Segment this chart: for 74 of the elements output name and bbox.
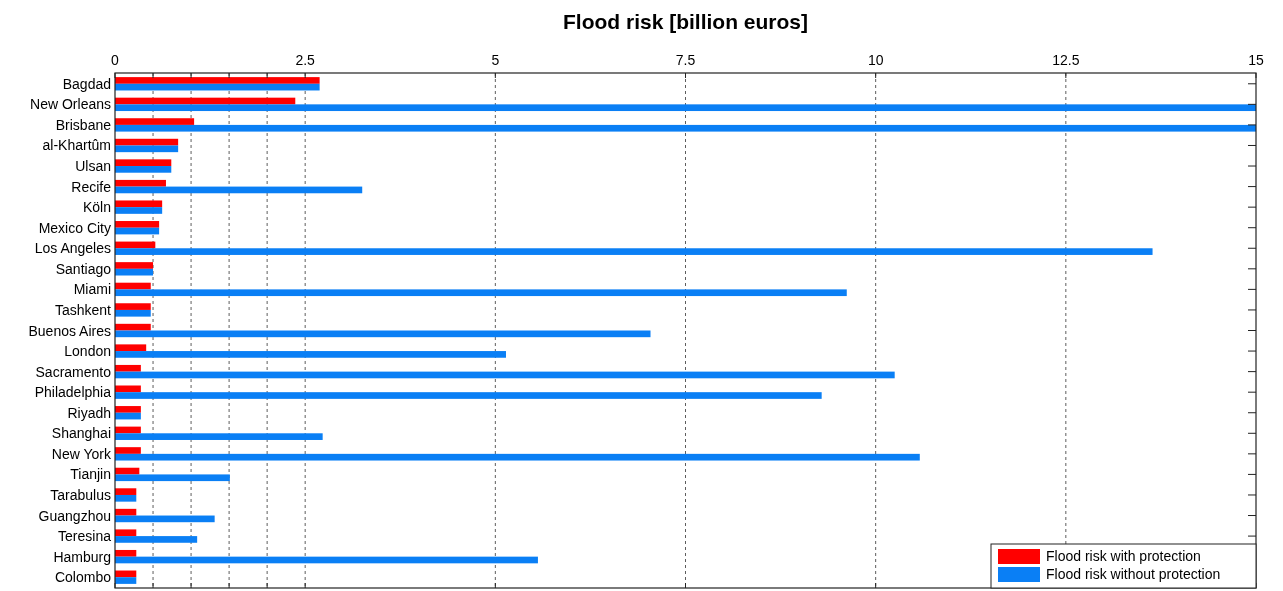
bar	[115, 494, 137, 502]
bar	[115, 145, 179, 153]
y-tick-label: Riyadh	[67, 404, 111, 421]
y-tick-label: Mexico City	[38, 219, 111, 236]
y-tick-label: Shanghai	[51, 425, 111, 442]
y-tick-label: Miami	[73, 281, 111, 298]
y-tick-label: Santiago	[55, 260, 112, 277]
y-tick-label: Philadelphia	[34, 384, 112, 401]
bar	[115, 221, 160, 228]
bar	[115, 124, 1256, 132]
y-tick-label: Bagdad	[62, 75, 111, 92]
x-tick-label: 2.5	[295, 52, 316, 68]
y-tick-label: Hamburg	[53, 548, 111, 565]
x-tick-label: 15	[1248, 52, 1264, 68]
bar	[115, 159, 172, 167]
x-tick-label: 10	[867, 52, 884, 68]
bar	[115, 488, 137, 495]
bar	[115, 77, 320, 84]
bar	[115, 508, 137, 516]
legend-label: Flood risk without protection	[1046, 566, 1221, 582]
y-tick-label: Köln	[82, 199, 111, 216]
bar	[115, 248, 1153, 255]
bar	[115, 447, 141, 454]
y-tick-label: Teresina	[58, 528, 112, 545]
bar	[115, 179, 166, 187]
bar	[115, 344, 147, 352]
bar	[115, 330, 651, 338]
x-tick-label: 7.5	[675, 52, 696, 68]
bar	[115, 371, 895, 379]
y-tick-label: Tashkent	[54, 301, 112, 318]
bar	[115, 351, 506, 358]
bar	[115, 166, 172, 173]
y-tick-label: Ulsan	[75, 158, 111, 175]
y-tick-label: London	[64, 343, 111, 360]
bar	[115, 474, 230, 482]
y-tick-label: Los Angeles	[34, 240, 111, 257]
bar	[115, 303, 151, 310]
y-tick-label: Sacramento	[35, 363, 112, 380]
chart-title: Flood risk [billion euros]	[562, 10, 809, 33]
bar	[115, 536, 198, 543]
bar	[115, 433, 323, 440]
x-tick-label: 0	[111, 52, 120, 68]
y-tick-label: Brisbane	[55, 116, 112, 133]
x-tick-label: 5	[491, 52, 500, 68]
bar	[115, 577, 137, 584]
legend-label: Flood risk with protection	[1046, 548, 1201, 564]
y-tick-label: Colombo	[54, 569, 112, 586]
bar	[115, 556, 538, 564]
x-tick-label: 12.5	[1052, 52, 1080, 68]
y-tick-label: New Orleans	[30, 96, 111, 113]
y-tick-label: Tianjin	[70, 466, 111, 483]
bar	[115, 406, 141, 413]
bar	[115, 207, 163, 214]
bar	[115, 262, 154, 269]
y-tick-label: Guangzhou	[38, 507, 111, 524]
bar	[115, 385, 141, 393]
y-tick-label: New York	[51, 445, 112, 462]
bar	[115, 83, 320, 91]
bar	[115, 453, 920, 461]
bar	[115, 118, 195, 125]
bar	[115, 200, 163, 208]
bar	[115, 289, 847, 297]
y-tick-label: al-Khartûm	[42, 137, 111, 154]
y-tick-label: Tarabulus	[50, 486, 111, 503]
bar	[115, 392, 822, 399]
bar	[115, 529, 137, 537]
bar	[115, 104, 1256, 112]
y-tick-label: Recife	[71, 178, 112, 195]
bar	[115, 364, 141, 372]
bar	[115, 309, 151, 317]
y-tick-label: Buenos Aires	[28, 322, 111, 339]
bar	[115, 549, 137, 557]
bar	[115, 323, 151, 331]
bar	[115, 268, 154, 276]
